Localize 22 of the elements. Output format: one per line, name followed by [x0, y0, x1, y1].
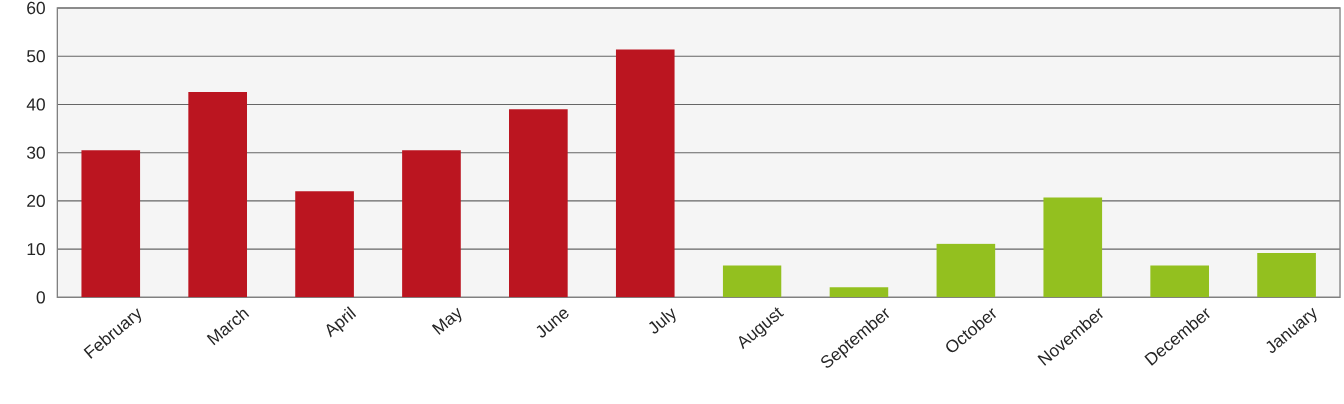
bar — [295, 191, 354, 298]
bar — [188, 91, 248, 298]
x-tick-label: July — [649, 308, 676, 334]
y-tick-label: 20 — [27, 194, 45, 208]
bar — [509, 109, 568, 298]
y-tick-label: 10 — [27, 242, 45, 256]
x-tick-label: May — [431, 307, 462, 335]
y-tick-label: 30 — [27, 146, 45, 159]
bar — [936, 243, 996, 298]
x-tick-label: June — [536, 309, 569, 338]
bar — [615, 49, 675, 298]
y-tick-label: 40 — [26, 98, 45, 111]
bar — [1257, 252, 1316, 298]
bar — [1043, 197, 1103, 298]
bar — [722, 265, 782, 298]
bar — [402, 150, 461, 298]
bar — [1150, 265, 1210, 298]
y-tick-label: 50 — [27, 50, 45, 63]
y-tick-label: 0 — [36, 291, 45, 304]
bar — [829, 287, 889, 298]
y-tick-label: 60 — [27, 1, 45, 15]
bar — [81, 150, 141, 298]
